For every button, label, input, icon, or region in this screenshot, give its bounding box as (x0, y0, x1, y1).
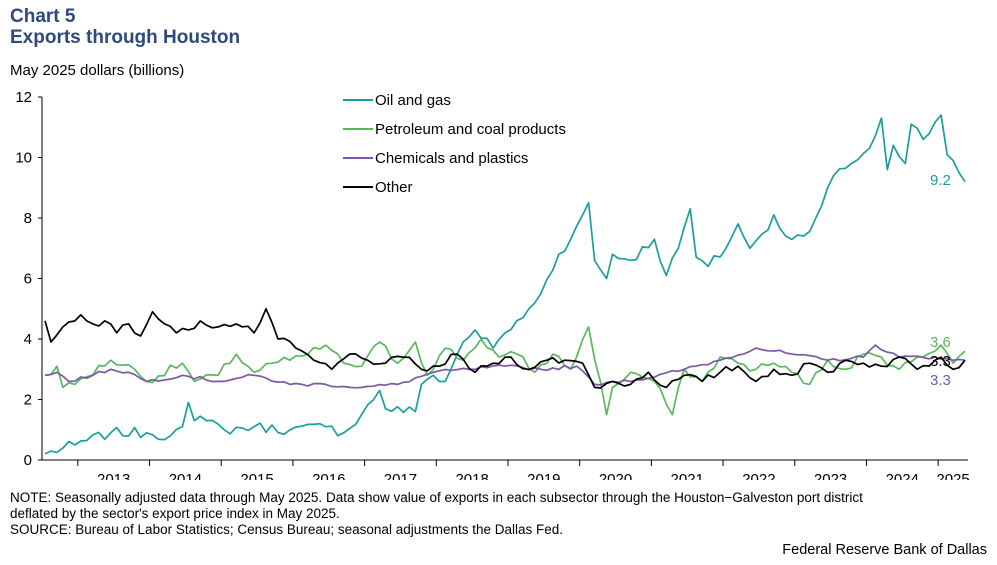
series-line-oil-and-gas (44, 114, 966, 455)
note-line-1: NOTE: Seasonally adjusted data through M… (10, 490, 863, 505)
x-tick-label: 2013 (97, 471, 130, 480)
end-value-label: 3.6 (930, 334, 951, 351)
line-chart: 0 2 4 6 8 10 12 2013 2014 2015 2016 2017 2018 2019 202… (15, 89, 969, 480)
legend-label-petroleum-and-coal-products: Petroleum and coal products (375, 121, 566, 138)
footnote: NOTE: Seasonally adjusted data through M… (10, 490, 990, 538)
axes: 0 2 4 6 8 10 12 2013 2014 2015 2016 2017 2018 2019 202… (15, 89, 969, 480)
end-value-label: 3.3 (930, 353, 951, 370)
note-line-2: deflated by the sector's export price in… (10, 506, 340, 521)
series-line-chemicals-and-plastics (44, 344, 966, 389)
x-tick-label: 2014 (169, 471, 202, 480)
y-tick-label: 10 (15, 150, 32, 167)
end-value-label: 3.3 (930, 372, 951, 389)
x-tick-label: 2015 (240, 471, 273, 480)
end-labels: 9.2 3.6 3.3 3.3 (930, 172, 951, 389)
end-value-label: 9.2 (930, 172, 951, 189)
x-tick-label: 2021 (671, 471, 704, 480)
series-line-other (44, 307, 966, 389)
x-tick-label: 2023 (814, 471, 847, 480)
y-tick-label: 4 (24, 331, 32, 348)
legend-label-other: Other (375, 179, 413, 196)
y-axis-unit-label: May 2025 dollars (billions) (10, 62, 185, 79)
x-tick-label: 2016 (312, 471, 345, 480)
y-tick-label: 6 (24, 271, 32, 288)
x-tick-label: 2019 (527, 471, 560, 480)
y-tick-label: 12 (15, 89, 32, 106)
x-tick-label: 2017 (384, 471, 417, 480)
source-line: SOURCE: Bureau of Labor Statistics; Cens… (10, 522, 564, 537)
x-tick-label: 2024 (886, 471, 919, 480)
chart-title: Exports through Houston (10, 27, 241, 48)
y-tick-label: 8 (24, 210, 32, 227)
legend-label-oil-and-gas: Oil and gas (375, 92, 451, 109)
y-tick-label: 0 (24, 452, 32, 469)
x-tick-label: 2018 (455, 471, 488, 480)
x-tick-label: 2020 (599, 471, 632, 480)
y-tick-label: 2 (24, 392, 32, 409)
legend: Oil and gas Petroleum and coal products Ch… (343, 92, 566, 196)
series-layer (44, 114, 966, 455)
series-line-petroleum-and-coal-products (44, 326, 966, 416)
legend-label-chemicals-and-plastics: Chemicals and plastics (375, 150, 528, 167)
credit-line: Federal Reserve Bank of Dallas (782, 542, 987, 558)
x-tick-label: 2022 (742, 471, 775, 480)
chart-number: Chart 5 (10, 6, 76, 27)
x-tick-label: 2025 (936, 471, 969, 480)
